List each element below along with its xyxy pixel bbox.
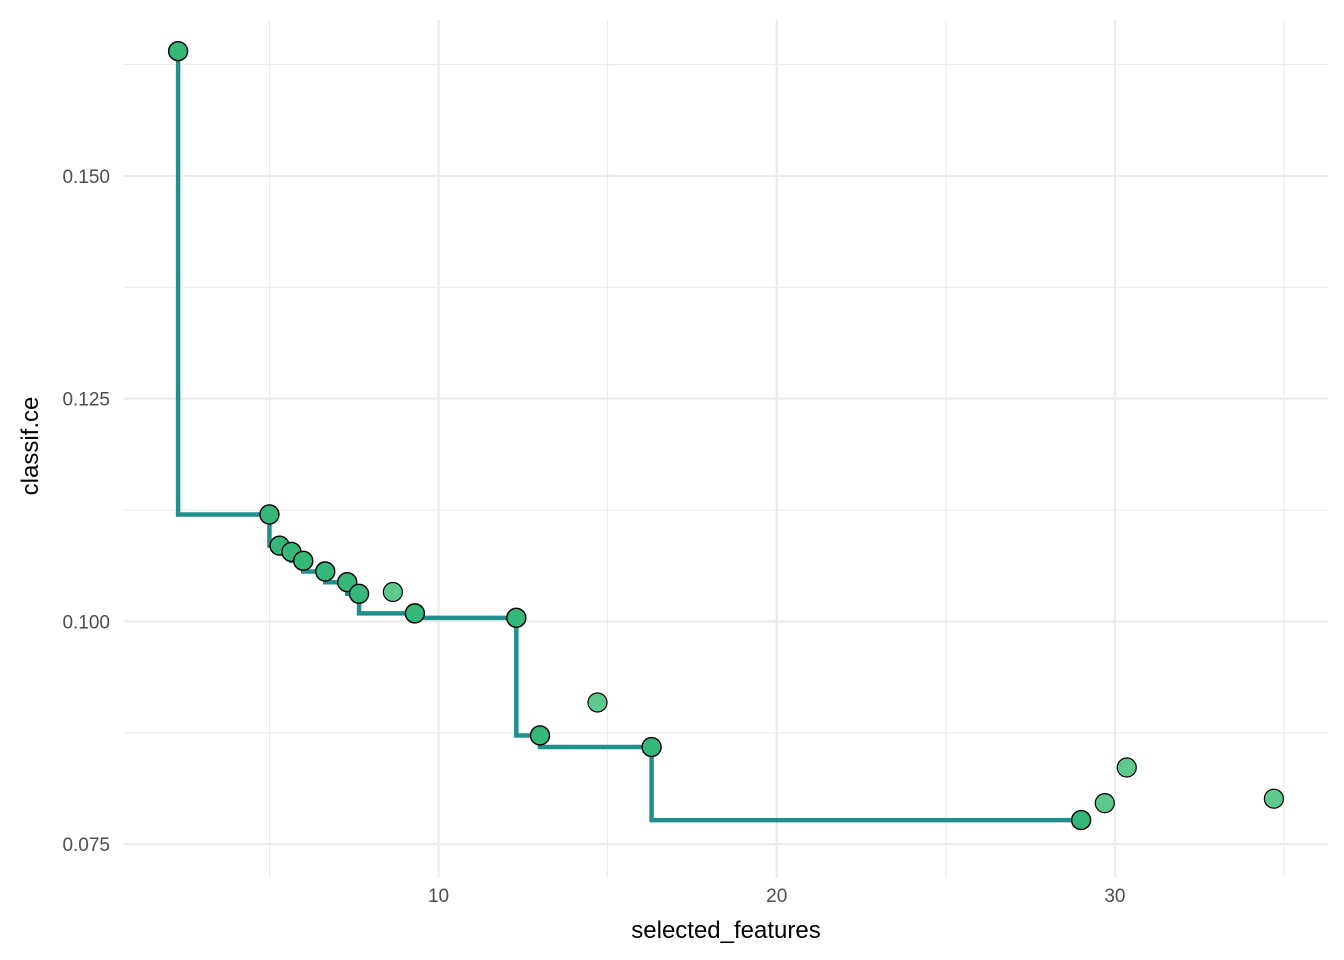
- pareto-point: [506, 607, 527, 629]
- major-gridlines: [124, 20, 1328, 878]
- pareto-point: [404, 603, 426, 624]
- pareto-point: [1070, 809, 1092, 831]
- pareto-point: [315, 561, 336, 582]
- y-tick-label: 0.150: [62, 167, 110, 188]
- dominated-point: [382, 581, 403, 603]
- dominated-point: [1116, 757, 1137, 778]
- dominated-point: [1094, 793, 1115, 814]
- y-tick-label: 0.125: [62, 390, 110, 411]
- x-axis-title: selected_features: [631, 917, 820, 944]
- y-tick-label: 0.075: [62, 835, 110, 856]
- data-points-layer: [167, 40, 1284, 831]
- pareto-point: [529, 725, 551, 746]
- x-tick-label: 10: [428, 886, 449, 907]
- x-tick-label: 30: [1104, 886, 1125, 907]
- minor-gridlines: [124, 20, 1328, 878]
- pareto-point: [641, 736, 662, 758]
- pareto-point: [293, 550, 314, 572]
- y-axis-title: classif.ce: [17, 397, 44, 496]
- pareto-point: [259, 504, 280, 525]
- x-tick-label: 20: [766, 886, 787, 907]
- tick-labels-layer: 10 20 30 0.075 0.100 0.125 0.150: [62, 167, 1125, 907]
- dominated-point: [1263, 788, 1284, 809]
- dominated-point: [587, 692, 608, 713]
- pareto-point: [167, 40, 189, 62]
- y-tick-label: 0.100: [62, 612, 110, 633]
- pareto-point: [348, 583, 370, 604]
